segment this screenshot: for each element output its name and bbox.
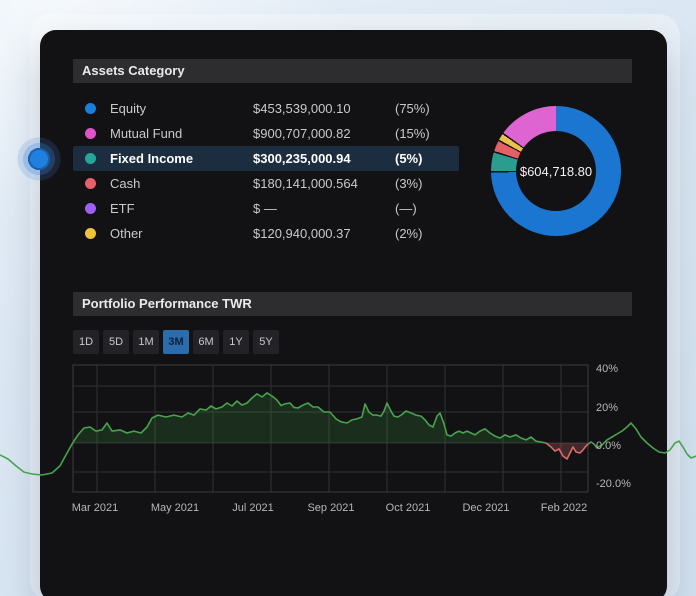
asset-value: $900,707,000.82 <box>253 126 351 141</box>
assets-category-title: Assets Category <box>82 63 185 78</box>
asset-percent: (—) <box>395 201 417 216</box>
range-button-1y[interactable]: 1Y <box>223 330 249 354</box>
asset-value: $ — <box>253 201 277 216</box>
asset-color-dot <box>85 203 96 214</box>
asset-row-cash[interactable]: Cash $180,141,000.564 (3%) <box>73 171 459 196</box>
asset-name: Fixed Income <box>110 151 194 166</box>
asset-percent: (2%) <box>395 226 423 241</box>
range-button-5d[interactable]: 5D <box>103 330 129 354</box>
range-button-5y[interactable]: 5Y <box>253 330 279 354</box>
asset-row-other[interactable]: Other $120,940,000.37 (2%) <box>73 221 459 246</box>
asset-name: Equity <box>110 101 147 116</box>
asset-percent: (75%) <box>395 101 430 116</box>
asset-color-dot <box>85 228 96 239</box>
assets-list: Equity $453,539,000.10 (75%) Mutual Fund $90… <box>73 96 459 246</box>
donut-center-value: $604,718.80 <box>519 163 593 179</box>
asset-row-etf[interactable]: ETF $ — (—) <box>73 196 459 221</box>
performance-title: Portfolio Performance TWR <box>82 296 252 311</box>
asset-name: Mutual Fund <box>110 126 183 141</box>
asset-row-mutual-fund[interactable]: Mutual Fund $900,707,000.82 (15%) <box>73 121 459 146</box>
asset-row-equity[interactable]: Equity $453,539,000.10 (75%) <box>73 96 459 121</box>
donut-hole: $604,718.80 <box>516 131 596 211</box>
asset-color-dot <box>85 103 96 114</box>
asset-name: Cash <box>110 176 141 191</box>
assets-category-header: Assets Category <box>73 59 632 83</box>
asset-percent: (5%) <box>395 151 423 166</box>
range-button-1m[interactable]: 1M <box>133 330 159 354</box>
range-button-1d[interactable]: 1D <box>73 330 99 354</box>
asset-name: Other <box>110 226 143 241</box>
assets-donut-chart[interactable]: $604,718.80 <box>491 106 621 236</box>
asset-value: $300,235,000.94 <box>253 151 351 166</box>
asset-color-dot <box>85 128 96 139</box>
asset-percent: (15%) <box>395 126 430 141</box>
asset-name: ETF <box>110 201 135 216</box>
time-range-selector: 1D 5D 1M 3M 6M 1Y 5Y <box>73 330 279 354</box>
glow-indicator-icon <box>17 137 61 181</box>
asset-value: $120,940,000.37 <box>253 226 351 241</box>
performance-header: Portfolio Performance TWR <box>73 292 632 316</box>
asset-value: $180,141,000.564 <box>253 176 358 191</box>
range-button-3m[interactable]: 3M <box>163 330 189 354</box>
asset-row-fixed-income[interactable]: Fixed Income $300,235,000.94 (5%) <box>73 146 459 171</box>
asset-value: $453,539,000.10 <box>253 101 351 116</box>
range-button-6m[interactable]: 6M <box>193 330 219 354</box>
asset-color-dot <box>85 153 96 164</box>
asset-color-dot <box>85 178 96 189</box>
asset-percent: (3%) <box>395 176 423 191</box>
